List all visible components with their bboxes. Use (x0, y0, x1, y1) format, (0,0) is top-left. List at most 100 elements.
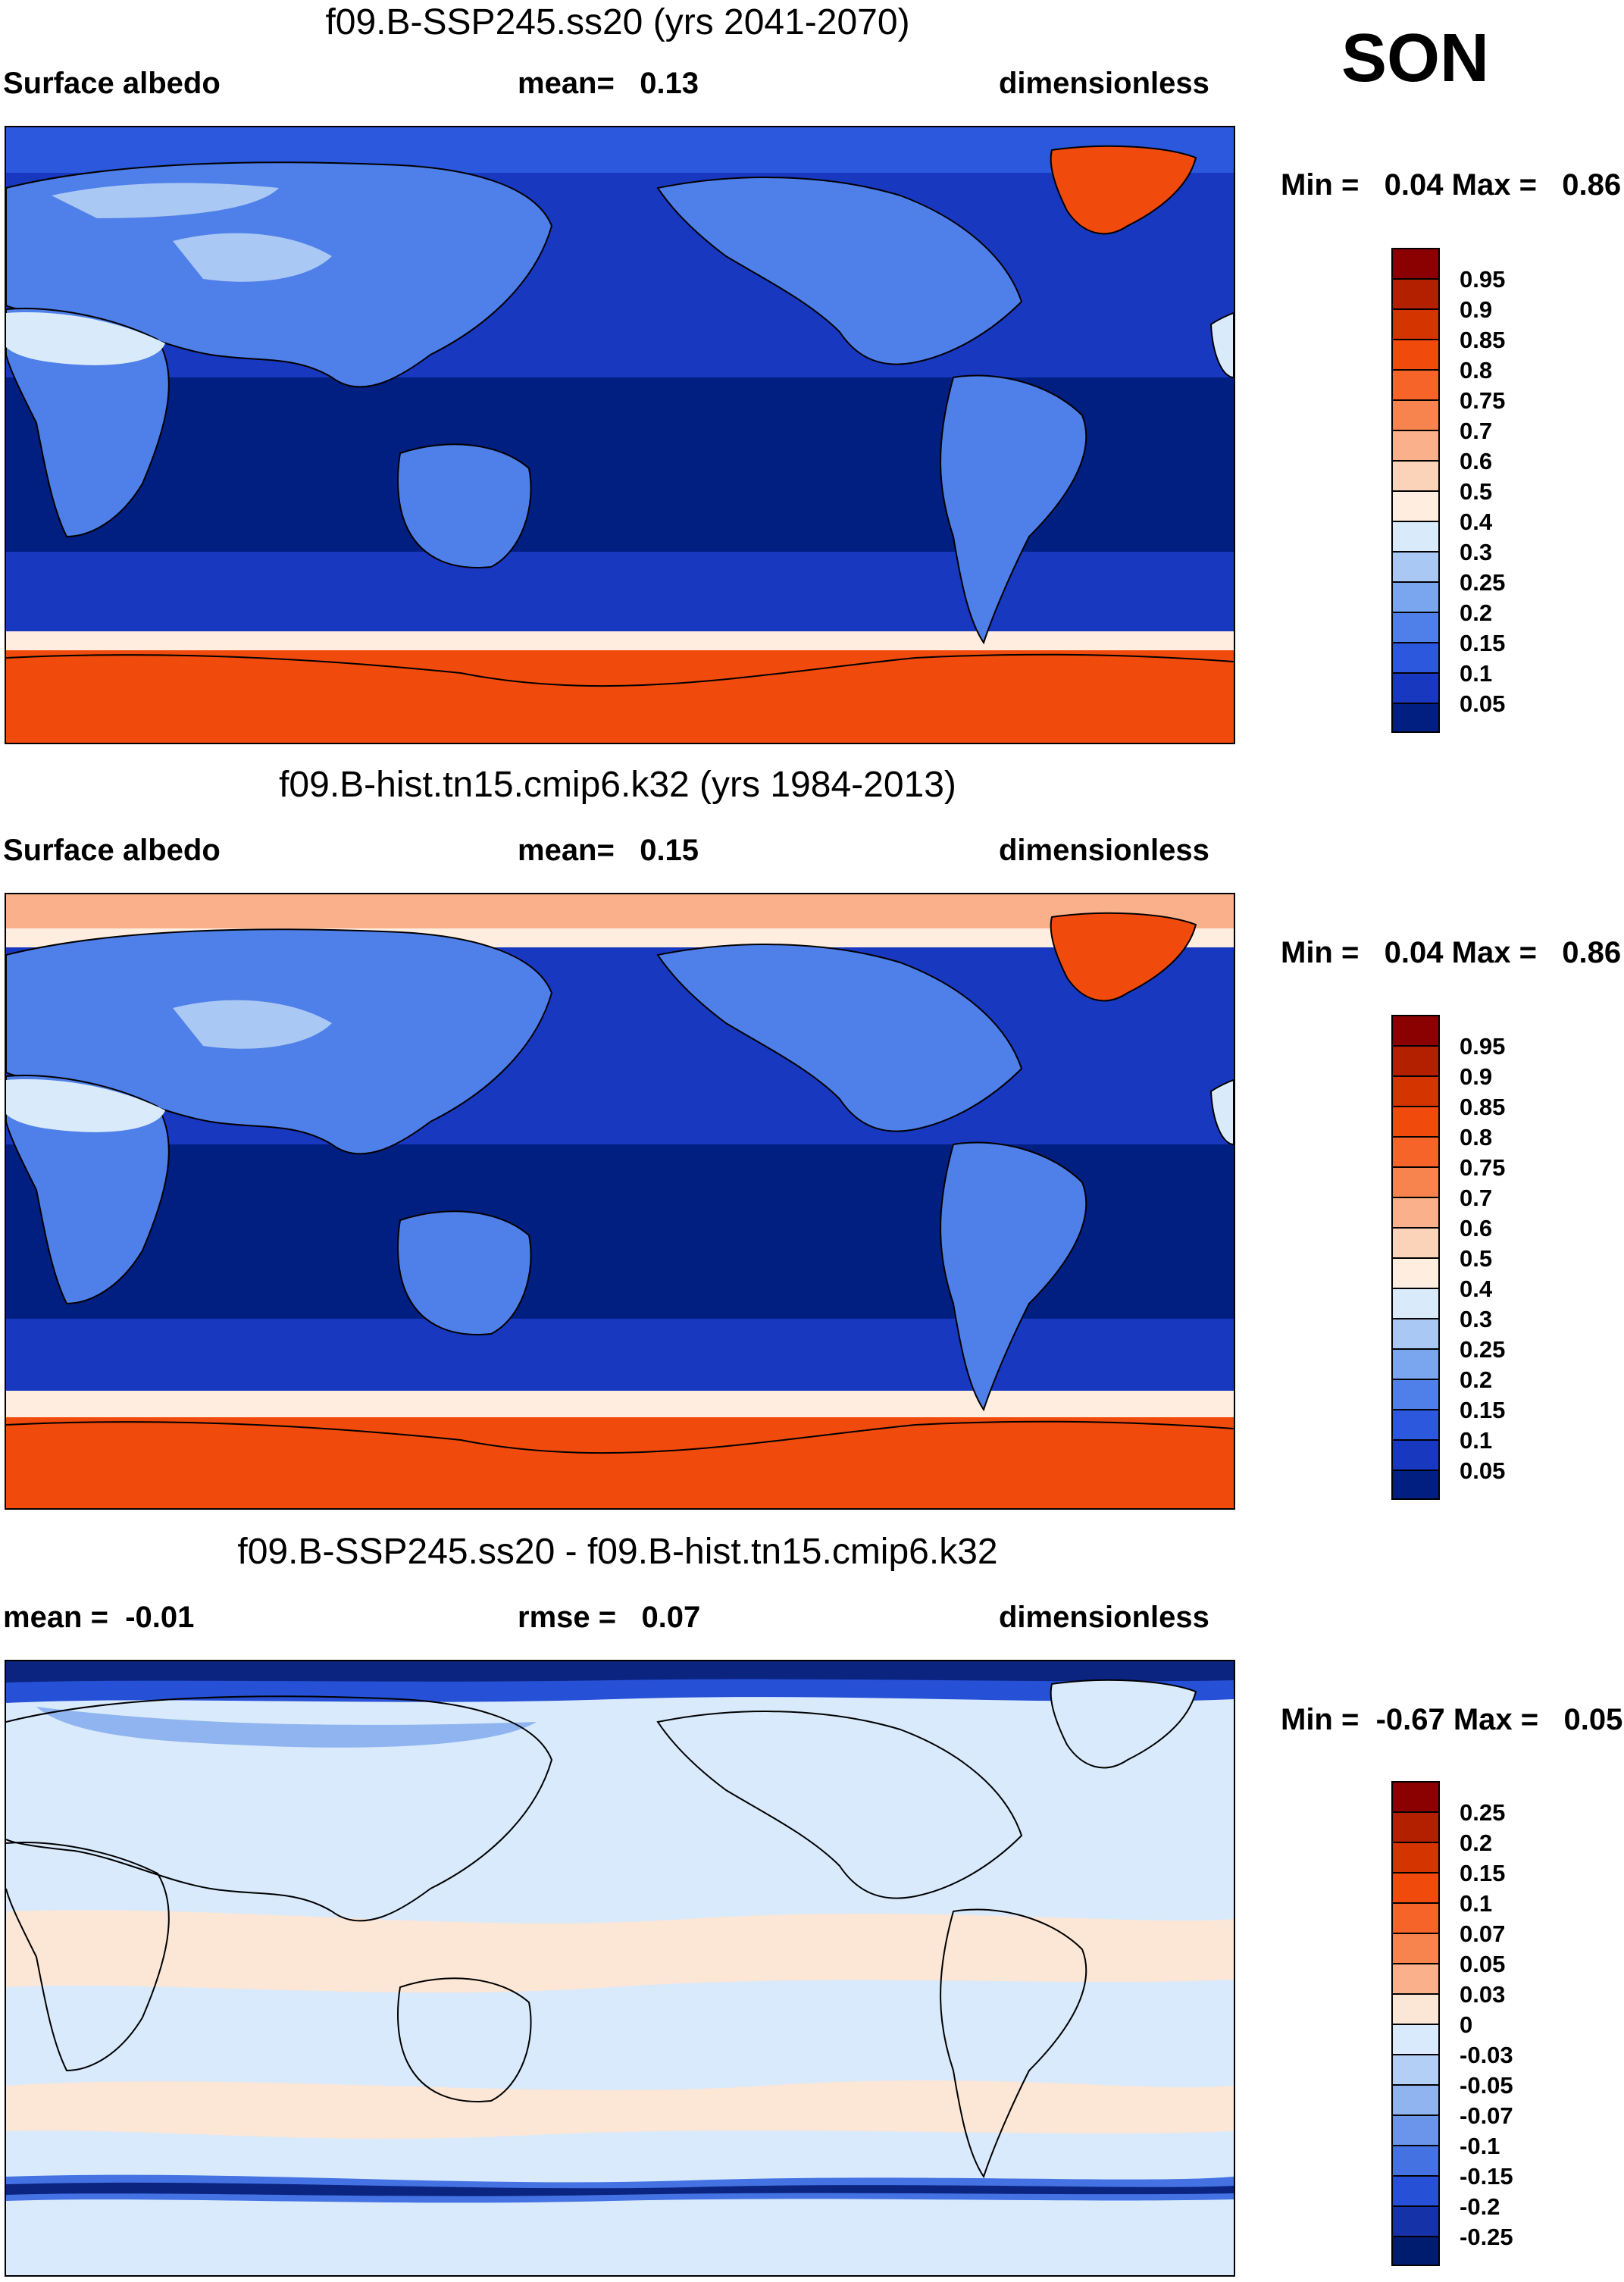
colorbar-box (1391, 369, 1440, 399)
colorbar-box (1391, 1288, 1440, 1318)
colorbar-box (1391, 399, 1440, 430)
north-america-coastline (656, 1711, 1023, 1899)
colorbar-tick-label: 0.05 (1460, 1457, 1506, 1484)
colorbar-tick-label: 0.1 (1460, 1890, 1493, 1917)
colorbar-box (1391, 460, 1440, 490)
colorbar-box (1391, 490, 1440, 521)
colorbar-box (1391, 703, 1440, 733)
sea-ice-strong-negative (6, 2182, 1234, 2196)
colorbar-box (1391, 1439, 1440, 1470)
panel-2-minmax: Min = 0.04 Max = 0.86 (1281, 936, 1622, 969)
north-america-landmass (656, 944, 1023, 1132)
south-america-landmass (940, 1141, 1087, 1412)
colorbar-box (1391, 1227, 1440, 1257)
panel-1-map (5, 126, 1235, 744)
africa-landmass (6, 308, 170, 538)
colorbar-box (1391, 1348, 1440, 1379)
panel-1-mean-label: mean= 0.13 (518, 67, 699, 100)
colorbar-tick-label: -0.15 (1460, 2163, 1513, 2190)
colorbar-tick-label: 0.4 (1460, 509, 1493, 535)
colorbar-box (1391, 278, 1440, 308)
colorbar-tick-label: 0.3 (1460, 1306, 1493, 1332)
colorbar-tick-label: 0.8 (1460, 1124, 1493, 1150)
colorbar-tick-label: 0.15 (1460, 1397, 1506, 1423)
panel-3-map-svg (6, 1661, 1234, 2275)
colorbar-tick-label: 0.9 (1460, 296, 1493, 323)
colorbar-tick-label: 0.9 (1460, 1063, 1493, 1090)
colorbar-box (1391, 551, 1440, 581)
colorbar-box (1391, 1257, 1440, 1288)
eurasia-snow-decrease (36, 1707, 537, 1748)
colorbar-box (1391, 642, 1440, 672)
colorbar-tick-label: 0.05 (1460, 690, 1506, 717)
panel-3-units-label: dimensionless (999, 1601, 1209, 1634)
colorbar-box (1391, 612, 1440, 642)
colorbar-box (1391, 1318, 1440, 1348)
sahara-highlight (6, 312, 165, 365)
colorbar-tick-label: 0.03 (1460, 1981, 1506, 2008)
colorbar-box (1391, 308, 1440, 339)
panel-1-variable-label: Surface albedo (3, 67, 221, 100)
colorbar-box (1391, 1470, 1440, 1500)
colorbar-tick-label: -0.03 (1460, 2042, 1513, 2068)
panel-3-minmax: Min = -0.67 Max = 0.05 (1281, 1703, 1623, 1736)
colorbar-tick-label: 0.85 (1460, 1094, 1506, 1120)
colorbar-box (1391, 1409, 1440, 1439)
africa-right-edge (1209, 311, 1234, 379)
colorbar-tick-label: -0.07 (1460, 2102, 1513, 2129)
colorbar-tick-label: 0.15 (1460, 1860, 1506, 1886)
panel-3-map (5, 1660, 1235, 2277)
greenland-ice (1050, 912, 1197, 1002)
panel-1-title: f09.B-SSP245.ss20 (yrs 2041-2070) (325, 2, 910, 42)
panel-3-rmse-label: rmse = 0.07 (518, 1601, 701, 1634)
australia-landmass (397, 1210, 532, 1335)
colorbar-box (1391, 1197, 1440, 1227)
colorbar-tick-label: 0.3 (1460, 539, 1493, 565)
colorbar-box (1391, 1963, 1440, 1993)
australia-coastline (397, 1977, 532, 2102)
antarctica-coastline (6, 1420, 1234, 1454)
colorbar-box (1391, 581, 1440, 612)
southern-ocean-band (6, 552, 1234, 643)
colorbar-box (1391, 1993, 1440, 2024)
colorbar-box (1391, 1075, 1440, 1106)
colorbar-tick-label: 0.2 (1460, 1366, 1493, 1393)
colorbar-tick-label: 0.25 (1460, 1336, 1506, 1363)
colorbar-box (1391, 2145, 1440, 2175)
colorbar-box (1391, 672, 1440, 703)
central-asia-highlight (173, 233, 332, 282)
antarctica-coastline (6, 653, 1234, 687)
colorbar-tick-label: -0.2 (1460, 2193, 1500, 2220)
colorbar-tick-label: 0.6 (1460, 1215, 1493, 1241)
colorbar-tick-label: 0.1 (1460, 1427, 1493, 1454)
colorbar-tick-label: 0.75 (1460, 1154, 1506, 1181)
colorbar-tick-label: 0.6 (1460, 448, 1493, 474)
colorbar-tick-label: 0.85 (1460, 327, 1506, 353)
colorbar-tick-label: 0.8 (1460, 357, 1493, 383)
colorbar-tick-label: 0.95 (1460, 1033, 1506, 1060)
colorbar-tick-label: 0.25 (1460, 1799, 1506, 1826)
colorbar-box (1391, 1045, 1440, 1075)
panel-3-mean-label: mean = -0.01 (3, 1601, 195, 1634)
sahara-highlight (6, 1079, 165, 1132)
colorbar-box (1391, 248, 1440, 278)
colorbar-box (1391, 1166, 1440, 1197)
greenland-coastline (1050, 1679, 1197, 1769)
colorbar-box (1391, 1379, 1440, 1409)
south-america-coastline (940, 1908, 1087, 2179)
colorbar-box (1391, 1811, 1440, 1842)
eurasia-coastline (6, 1695, 553, 1922)
antarctica-ice (6, 650, 1234, 743)
colorbar-box (1391, 2205, 1440, 2236)
colorbar-box (1391, 1136, 1440, 1166)
colorbar-box (1391, 2054, 1440, 2084)
panel-2-map (5, 893, 1235, 1510)
colorbar-tick-label: 0.2 (1460, 1830, 1493, 1856)
colorbar-tick-label: 0.75 (1460, 387, 1506, 414)
africa-right-edge (1209, 1078, 1234, 1146)
colorbar-tick-label: -0.25 (1460, 2224, 1513, 2250)
colorbar-tick-label: 0.5 (1460, 478, 1493, 505)
colorbar-tick-label: -0.05 (1460, 2072, 1513, 2099)
arctic-strong-negative (6, 1661, 1234, 1683)
colorbar-tick-label: 0.1 (1460, 660, 1493, 687)
